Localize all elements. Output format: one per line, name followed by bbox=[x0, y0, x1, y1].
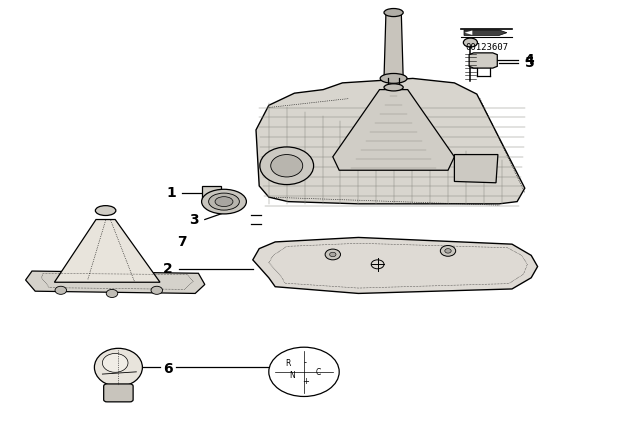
Ellipse shape bbox=[95, 348, 143, 386]
Ellipse shape bbox=[102, 353, 128, 372]
Ellipse shape bbox=[215, 197, 233, 207]
Polygon shape bbox=[464, 30, 507, 35]
Polygon shape bbox=[256, 78, 525, 204]
Ellipse shape bbox=[384, 9, 403, 17]
Text: 4: 4 bbox=[525, 53, 534, 68]
Circle shape bbox=[440, 246, 456, 256]
Circle shape bbox=[55, 286, 67, 294]
Polygon shape bbox=[54, 220, 160, 282]
Text: 1: 1 bbox=[166, 185, 176, 200]
Circle shape bbox=[445, 249, 451, 253]
Polygon shape bbox=[26, 271, 205, 293]
Circle shape bbox=[330, 252, 336, 257]
Text: C: C bbox=[316, 368, 321, 377]
FancyBboxPatch shape bbox=[104, 384, 133, 402]
Text: N: N bbox=[290, 371, 295, 380]
Circle shape bbox=[106, 289, 118, 297]
Polygon shape bbox=[202, 186, 221, 199]
Circle shape bbox=[325, 249, 340, 260]
Polygon shape bbox=[454, 155, 498, 183]
Ellipse shape bbox=[202, 189, 246, 214]
Polygon shape bbox=[469, 53, 497, 68]
Text: 2: 2 bbox=[163, 262, 173, 276]
Text: R: R bbox=[285, 359, 291, 368]
Ellipse shape bbox=[384, 84, 403, 91]
Polygon shape bbox=[384, 13, 403, 78]
Ellipse shape bbox=[209, 193, 239, 210]
Circle shape bbox=[151, 286, 163, 294]
Text: 3: 3 bbox=[189, 212, 198, 227]
Text: 00123607: 00123607 bbox=[465, 43, 508, 52]
Text: +: + bbox=[302, 377, 308, 386]
Text: 5: 5 bbox=[525, 56, 534, 70]
Circle shape bbox=[260, 147, 314, 185]
Text: 7: 7 bbox=[177, 235, 188, 249]
Polygon shape bbox=[465, 30, 472, 35]
Circle shape bbox=[269, 347, 339, 396]
Polygon shape bbox=[333, 90, 454, 170]
Text: 6: 6 bbox=[163, 362, 173, 376]
Ellipse shape bbox=[380, 73, 407, 83]
Text: -: - bbox=[304, 358, 307, 367]
Ellipse shape bbox=[95, 206, 116, 215]
Ellipse shape bbox=[463, 38, 477, 47]
Circle shape bbox=[271, 155, 303, 177]
Polygon shape bbox=[253, 237, 538, 293]
